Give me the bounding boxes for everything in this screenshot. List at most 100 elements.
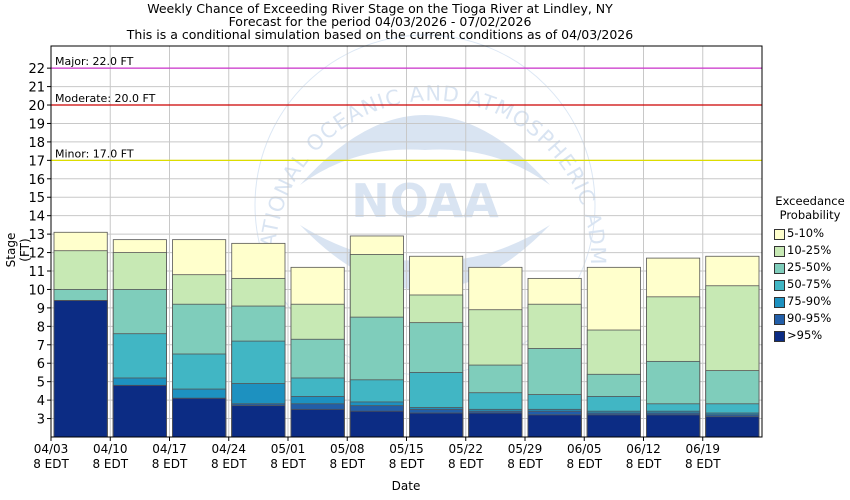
- y-tick-label: 15: [28, 191, 45, 206]
- legend-label: 90-95%: [787, 311, 832, 325]
- y-tick-label: 12: [28, 247, 45, 262]
- y-tick-label: 14: [28, 210, 45, 225]
- y-tick-label: 19: [28, 117, 45, 132]
- bar-segment: [468, 412, 523, 438]
- legend-label: 5-10%: [787, 226, 825, 240]
- x-tick-label-date: 04/24: [211, 442, 246, 456]
- legend-label: 10-25%: [787, 243, 832, 257]
- chart-title: Weekly Chance of Exceeding River Stage o…: [147, 1, 613, 16]
- legend-swatch: [774, 229, 785, 240]
- threshold-label: Moderate: 20.0 FT: [55, 92, 156, 105]
- x-tick-label-date: 05/01: [271, 442, 306, 456]
- y-tick-label: 7: [37, 339, 45, 354]
- x-tick-label-time: 8 EDT: [448, 457, 484, 471]
- x-tick-label-time: 8 EDT: [211, 457, 247, 471]
- chart-subtitle-period: Forecast for the period 04/03/2026 - 07/…: [228, 14, 532, 29]
- bar-segment: [527, 414, 582, 438]
- x-tick-label-date: 06/19: [685, 442, 720, 456]
- y-tick-label: 5: [37, 376, 45, 391]
- x-tick-label-date: 04/17: [152, 442, 187, 456]
- week-bar: [646, 257, 701, 438]
- bar-segment: [53, 300, 108, 438]
- week-bar: [112, 239, 167, 438]
- legend-item: 25-50%: [770, 260, 850, 277]
- legend-swatch: [774, 280, 785, 291]
- bar-segment: [646, 414, 701, 438]
- x-axis-title: Date: [391, 479, 421, 493]
- x-tick-label-time: 8 EDT: [685, 457, 721, 471]
- y-tick-label: 10: [28, 283, 45, 298]
- y-tick-label: 6: [37, 357, 45, 372]
- threshold-label: Minor: 17.0 FT: [55, 147, 134, 160]
- chart-subtitle-conditions: This is a conditional simulation based o…: [126, 27, 634, 42]
- x-tick-label-date: 05/08: [330, 442, 365, 456]
- watermark-noaa-text: NOAA: [351, 174, 499, 228]
- x-tick-label-time: 8 EDT: [626, 457, 662, 471]
- legend-label: 25-50%: [787, 260, 832, 274]
- legend-title-line-1: Exceedance: [775, 194, 845, 208]
- y-tick-label: 18: [28, 136, 45, 151]
- x-tick-label-time: 8 EDT: [270, 457, 306, 471]
- bar-segment: [172, 397, 227, 438]
- x-tick-label-date: 04/10: [93, 442, 128, 456]
- legend-swatch: [774, 263, 785, 274]
- week-bar: [172, 239, 227, 438]
- legend-item: 5-10%: [770, 226, 850, 243]
- x-tick-label-date: 04/03: [34, 442, 69, 456]
- y-tick-label: 4: [37, 394, 45, 409]
- y-tick-label: 21: [28, 81, 45, 96]
- legend: Exceedance Probability 5-10% 10-25% 25-50%…: [770, 194, 850, 345]
- x-tick-label-time: 8 EDT: [152, 457, 188, 471]
- week-bar: [53, 231, 108, 438]
- y-tick-label: 13: [28, 228, 45, 243]
- bar-segment: [290, 408, 345, 438]
- x-tick-label-date: 05/29: [508, 442, 543, 456]
- legend-item: 50-75%: [770, 277, 850, 294]
- week-bar: [290, 266, 345, 438]
- y-tick-label: 16: [28, 173, 45, 188]
- week-bar: [705, 255, 760, 438]
- week-bar: [409, 255, 464, 438]
- legend-item: >95%: [770, 328, 850, 345]
- legend-item: 75-90%: [770, 294, 850, 311]
- bar-segment: [409, 412, 464, 438]
- legend-item: 90-95%: [770, 311, 850, 328]
- y-axis-title: Stage (FT): [4, 232, 32, 268]
- legend-swatch: [774, 297, 785, 308]
- legend-title-line-2: Probability: [779, 208, 841, 222]
- x-tick-label-time: 8 EDT: [389, 457, 425, 471]
- x-tick-label-time: 8 EDT: [566, 457, 602, 471]
- y-tick-label: 3: [37, 413, 45, 428]
- legend-swatch: [774, 314, 785, 325]
- y-tick-label: 20: [28, 99, 45, 114]
- bar-segment: [112, 384, 167, 438]
- threshold-label: Major: 22.0 FT: [55, 55, 134, 68]
- bar-segment: [705, 416, 760, 438]
- x-tick-label-time: 8 EDT: [329, 457, 365, 471]
- legend-swatch: [774, 246, 785, 257]
- bar-segment: [586, 414, 641, 438]
- y-tick-label: 11: [28, 265, 45, 280]
- plot-frame: [50, 45, 763, 438]
- y-tick-label: 17: [28, 154, 45, 169]
- week-bar: [586, 266, 641, 438]
- week-bar: [231, 242, 286, 438]
- legend-label: >95%: [787, 328, 823, 342]
- legend-label: 50-75%: [787, 277, 832, 291]
- y-tick-label: 9: [37, 302, 45, 317]
- legend-item: 10-25%: [770, 243, 850, 260]
- x-tick-label-time: 8 EDT: [92, 457, 128, 471]
- legend-swatch: [774, 331, 785, 342]
- x-tick-label-time: 8 EDT: [33, 457, 69, 471]
- x-tick-label-date: 06/12: [626, 442, 661, 456]
- x-tick-label-date: 05/15: [389, 442, 424, 456]
- x-tick-label-date: 06/05: [567, 442, 602, 456]
- bar-segment: [349, 410, 404, 438]
- x-tick-label-date: 05/22: [448, 442, 483, 456]
- week-bar: [468, 266, 523, 438]
- x-tick-label-time: 8 EDT: [507, 457, 543, 471]
- bar-segment: [231, 405, 286, 438]
- legend-label: 75-90%: [787, 294, 832, 308]
